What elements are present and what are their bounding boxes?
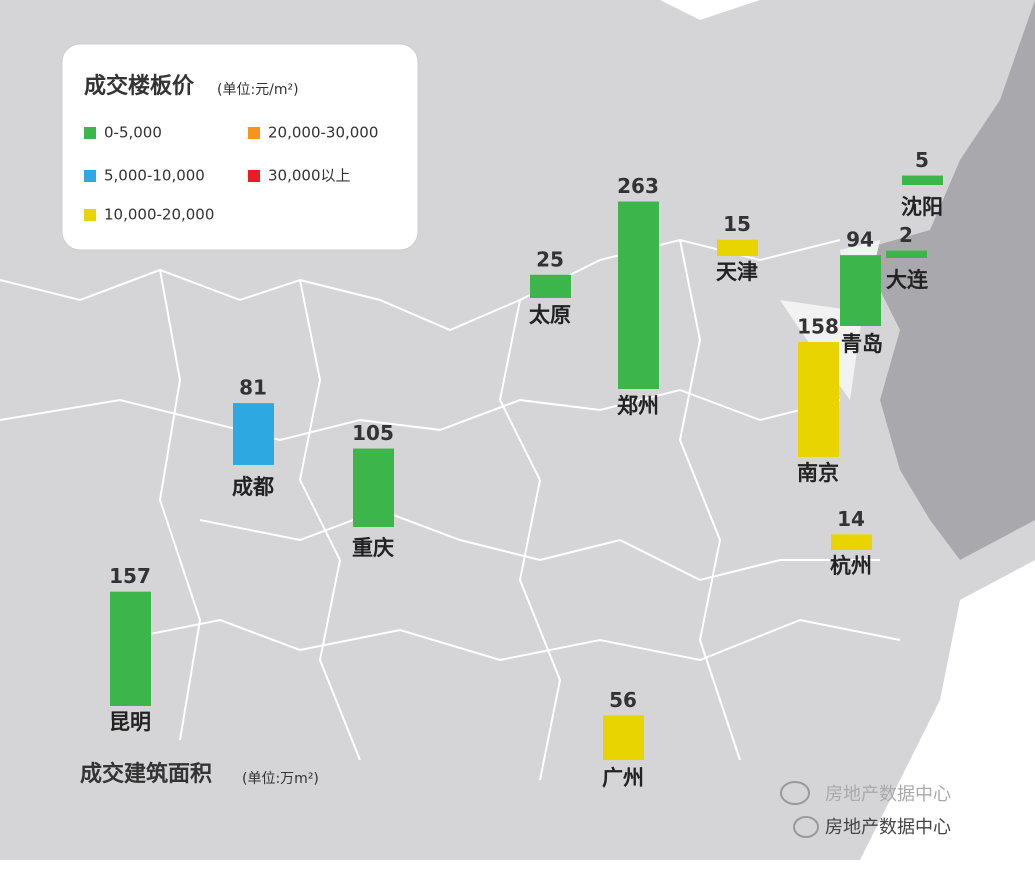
bar bbox=[717, 239, 758, 256]
city-label: 成都 bbox=[232, 475, 274, 499]
bar bbox=[233, 403, 274, 465]
bar bbox=[618, 201, 659, 389]
bar bbox=[110, 591, 151, 706]
legend-unit: (单位:元/m²) bbox=[217, 82, 299, 98]
bar bbox=[902, 175, 943, 185]
value-label: 81 bbox=[239, 376, 267, 400]
city-label: 天津 bbox=[716, 260, 758, 284]
value-label: 158 bbox=[797, 314, 839, 338]
city-label: 昆明 bbox=[109, 710, 151, 734]
city-label: 南京 bbox=[797, 461, 839, 485]
city-label: 大连 bbox=[886, 268, 929, 292]
coast-relief bbox=[860, 0, 1035, 560]
city-label: 太原 bbox=[529, 303, 571, 327]
value-label: 56 bbox=[609, 688, 637, 712]
bar bbox=[798, 341, 839, 457]
bar bbox=[831, 534, 872, 550]
city-label: 沈阳 bbox=[901, 195, 943, 219]
value-label: 14 bbox=[837, 507, 865, 531]
legend-swatch bbox=[84, 127, 96, 139]
value-label: 157 bbox=[109, 564, 151, 588]
legend-label: 0-5,000 bbox=[104, 124, 162, 142]
area-title: 成交建筑面积 bbox=[80, 761, 212, 787]
legend-title: 成交楼板价 bbox=[84, 73, 195, 99]
legend-label: 5,000-10,000 bbox=[104, 167, 205, 185]
legend-box bbox=[61, 43, 419, 251]
city-label: 杭州 bbox=[830, 554, 872, 578]
city-label: 广州 bbox=[602, 766, 644, 790]
value-label: 5 bbox=[915, 148, 929, 172]
watermark: 房地产数据中心 bbox=[825, 817, 951, 838]
area-unit: (单位:万m²) bbox=[242, 771, 319, 787]
value-label: 105 bbox=[352, 421, 394, 445]
legend-label: 20,000-30,000 bbox=[268, 124, 378, 142]
value-label: 263 bbox=[617, 174, 659, 198]
bar bbox=[603, 715, 644, 760]
legend-swatch bbox=[248, 170, 260, 182]
value-label: 15 bbox=[723, 212, 751, 236]
watermark-icon bbox=[780, 781, 819, 838]
legend-swatch bbox=[84, 209, 96, 221]
bar bbox=[353, 448, 394, 527]
city-label: 青岛 bbox=[841, 332, 883, 356]
legend-swatch bbox=[84, 170, 96, 182]
bar bbox=[840, 255, 881, 326]
city-label: 郑州 bbox=[617, 394, 659, 418]
legend-swatch bbox=[248, 127, 260, 139]
value-label: 25 bbox=[536, 247, 564, 271]
legend-label: 10,000-20,000 bbox=[104, 206, 214, 224]
legend-label: 30,000以上 bbox=[268, 167, 351, 185]
bar bbox=[886, 250, 927, 258]
value-label: 2 bbox=[899, 223, 913, 247]
watermark: 房地产数据中心 bbox=[825, 784, 951, 805]
value-label: 94 bbox=[846, 228, 874, 252]
borders bbox=[0, 238, 901, 781]
city-label: 重庆 bbox=[352, 536, 394, 560]
bar bbox=[530, 274, 571, 298]
